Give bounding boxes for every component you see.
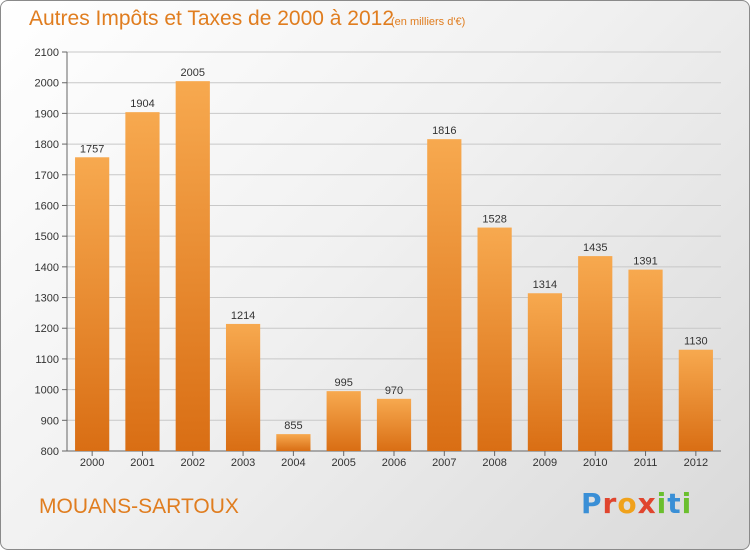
- y-tick-label: 2100: [35, 47, 59, 59]
- value-labels: 1757 1904 2005 1214 855 995 970 1816 1528 1314 143…: [80, 67, 708, 432]
- x-tick-label: 2001: [130, 457, 154, 469]
- value-label: 855: [284, 420, 302, 432]
- y-tick-labels: 800 900 1000 1100 1200 1300 1400 1500 1600 1700 18…: [35, 47, 59, 458]
- y-tick-label: 1000: [35, 385, 59, 397]
- x-tick-label: 2000: [80, 457, 104, 469]
- value-label: 995: [335, 377, 353, 389]
- bar-2004: [276, 434, 311, 451]
- x-tick-label: 2010: [583, 457, 607, 469]
- y-tick-label: 1800: [35, 139, 59, 151]
- value-label: 1904: [130, 98, 154, 110]
- value-label: 1816: [432, 125, 456, 137]
- bar-2000: [75, 157, 110, 452]
- x-tick-label: 2004: [281, 457, 305, 469]
- chart-title: Autres Impôts et Taxes de 2000 à 2012: [29, 7, 395, 30]
- y-tick-label: 1600: [35, 200, 59, 212]
- value-label: 970: [385, 385, 403, 397]
- proxiti-logo: Proxiti: [581, 487, 693, 520]
- x-tick-labels: 2000 2001 2002 2003 2004 2005 2006 2007 2008 2009…: [80, 451, 708, 469]
- x-tick-label: 2011: [634, 457, 658, 469]
- x-tick-label: 2007: [432, 457, 456, 469]
- bar-2003: [225, 323, 261, 451]
- y-tick-label: 1900: [35, 108, 59, 120]
- value-label: 1130: [684, 336, 708, 348]
- value-label: 1391: [633, 256, 657, 268]
- bar-2002: [175, 81, 210, 452]
- bar-2008: [477, 227, 512, 451]
- bar-2009: [527, 293, 563, 451]
- y-tick-label: 800: [41, 446, 59, 458]
- bar-2005: [326, 391, 361, 451]
- y-tick-label: 900: [41, 415, 59, 427]
- x-tick-label: 2012: [684, 457, 708, 469]
- bar-2012: [678, 349, 713, 451]
- y-tick-label: 1400: [35, 262, 59, 274]
- y-tick-label: 1700: [35, 170, 59, 182]
- value-label: 1314: [533, 279, 557, 291]
- x-tick-label: 2003: [231, 457, 255, 469]
- value-label: 2005: [181, 67, 205, 79]
- bar-2001: [125, 112, 160, 451]
- y-tick-label: 1500: [35, 231, 59, 243]
- bar-2010: [578, 256, 613, 451]
- value-label: 1435: [583, 242, 607, 254]
- x-tick-label: 2002: [181, 457, 205, 469]
- value-label: 1214: [231, 310, 255, 322]
- bar-2011: [628, 269, 663, 451]
- bars: [75, 81, 713, 452]
- commune-name: MOUANS-SARTOUX: [39, 495, 239, 518]
- y-tick-label: 2000: [35, 78, 59, 90]
- value-label: 1528: [482, 214, 506, 226]
- value-label: 1757: [80, 143, 104, 155]
- x-tick-label: 2008: [482, 457, 506, 469]
- x-tick-label: 2005: [331, 457, 355, 469]
- y-tick-label: 1100: [35, 354, 59, 366]
- bar-2006: [376, 398, 412, 451]
- x-tick-label: 2009: [533, 457, 557, 469]
- y-tick-label: 1200: [35, 323, 59, 335]
- chart-subtitle: (en milliers d'€): [391, 16, 466, 28]
- y-tick-label: 1300: [35, 293, 59, 305]
- x-tick-label: 2006: [382, 457, 406, 469]
- bar-2007: [427, 139, 462, 452]
